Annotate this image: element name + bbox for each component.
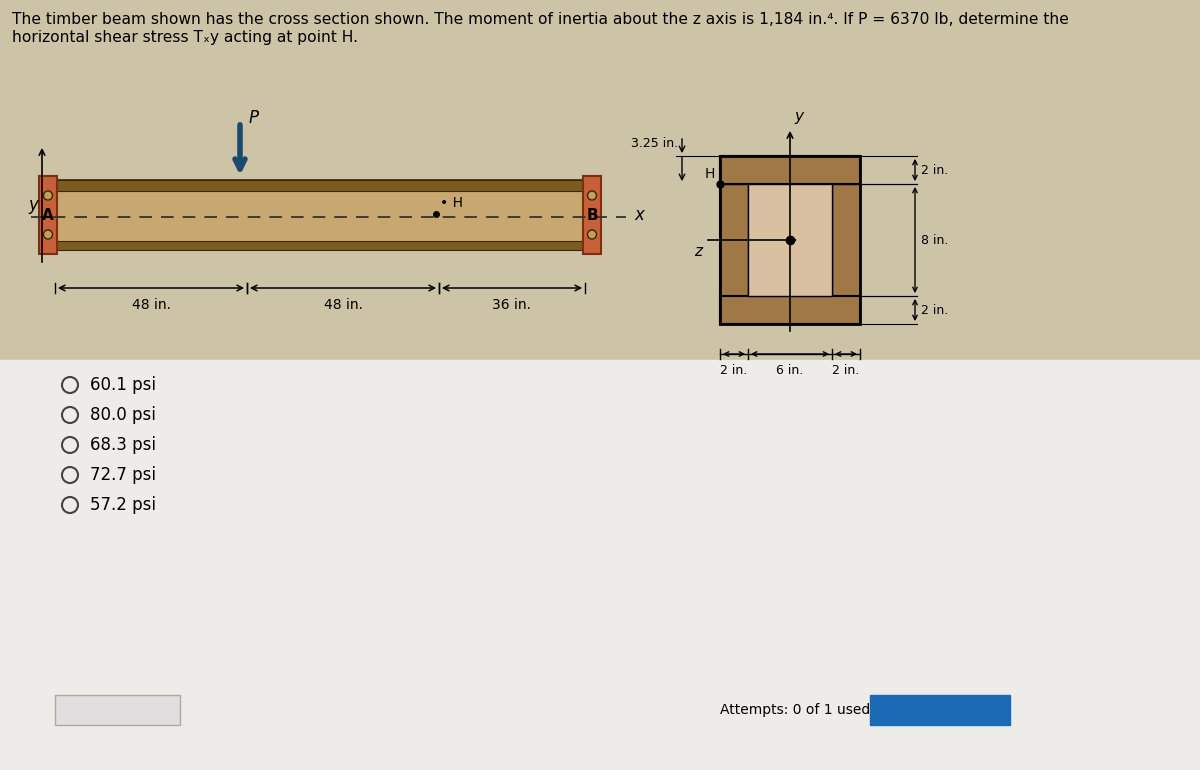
Bar: [870, 695, 1010, 725]
Bar: [38, 176, 58, 254]
Circle shape: [588, 191, 596, 200]
Text: z: z: [694, 244, 702, 259]
Text: A: A: [42, 207, 54, 223]
Text: The timber beam shown has the cross section shown. The moment of inertia about t: The timber beam shown has the cross sect…: [12, 12, 1069, 27]
Text: Save for Later: Save for Later: [68, 703, 166, 717]
Bar: [720, 156, 860, 324]
Bar: [55, 695, 180, 725]
Bar: [55, 180, 586, 191]
Text: B: B: [586, 207, 598, 223]
Bar: [748, 184, 832, 296]
Text: 3.25 in.: 3.25 in.: [631, 137, 678, 150]
Bar: [0, 360, 1200, 770]
Text: 2 in.: 2 in.: [720, 364, 748, 377]
Text: 2 in.: 2 in.: [922, 303, 948, 316]
Text: 2 in.: 2 in.: [833, 364, 859, 377]
Text: 72.7 psi: 72.7 psi: [90, 466, 156, 484]
Circle shape: [43, 191, 53, 200]
Text: H: H: [704, 167, 715, 181]
Text: horizontal shear stress Tₓy acting at point H.: horizontal shear stress Tₓy acting at po…: [12, 30, 358, 45]
Bar: [55, 180, 586, 250]
Text: • H: • H: [440, 196, 463, 210]
Bar: [720, 156, 860, 184]
Text: 8 in.: 8 in.: [922, 233, 948, 246]
Bar: [720, 184, 748, 296]
Bar: [720, 156, 860, 324]
Text: 48 in.: 48 in.: [324, 298, 362, 312]
Bar: [720, 296, 860, 324]
Text: 48 in.: 48 in.: [132, 298, 170, 312]
Circle shape: [43, 230, 53, 239]
Text: y: y: [28, 196, 38, 214]
Text: 68.3 psi: 68.3 psi: [90, 436, 156, 454]
Text: 36 in.: 36 in.: [492, 298, 532, 312]
Text: 80.0 psi: 80.0 psi: [90, 406, 156, 424]
Text: 57.2 psi: 57.2 psi: [90, 496, 156, 514]
Text: x: x: [634, 206, 644, 224]
Text: 2 in.: 2 in.: [922, 163, 948, 176]
Bar: [55, 241, 586, 250]
Text: 60.1 psi: 60.1 psi: [90, 376, 156, 394]
Text: P: P: [250, 109, 259, 127]
Text: Attempts: 0 of 1 used: Attempts: 0 of 1 used: [720, 703, 870, 717]
Bar: [832, 184, 860, 296]
Bar: [583, 176, 601, 254]
Text: 6 in.: 6 in.: [776, 364, 804, 377]
Circle shape: [588, 230, 596, 239]
Text: Submit Answer: Submit Answer: [888, 703, 992, 717]
Text: y: y: [794, 109, 803, 124]
